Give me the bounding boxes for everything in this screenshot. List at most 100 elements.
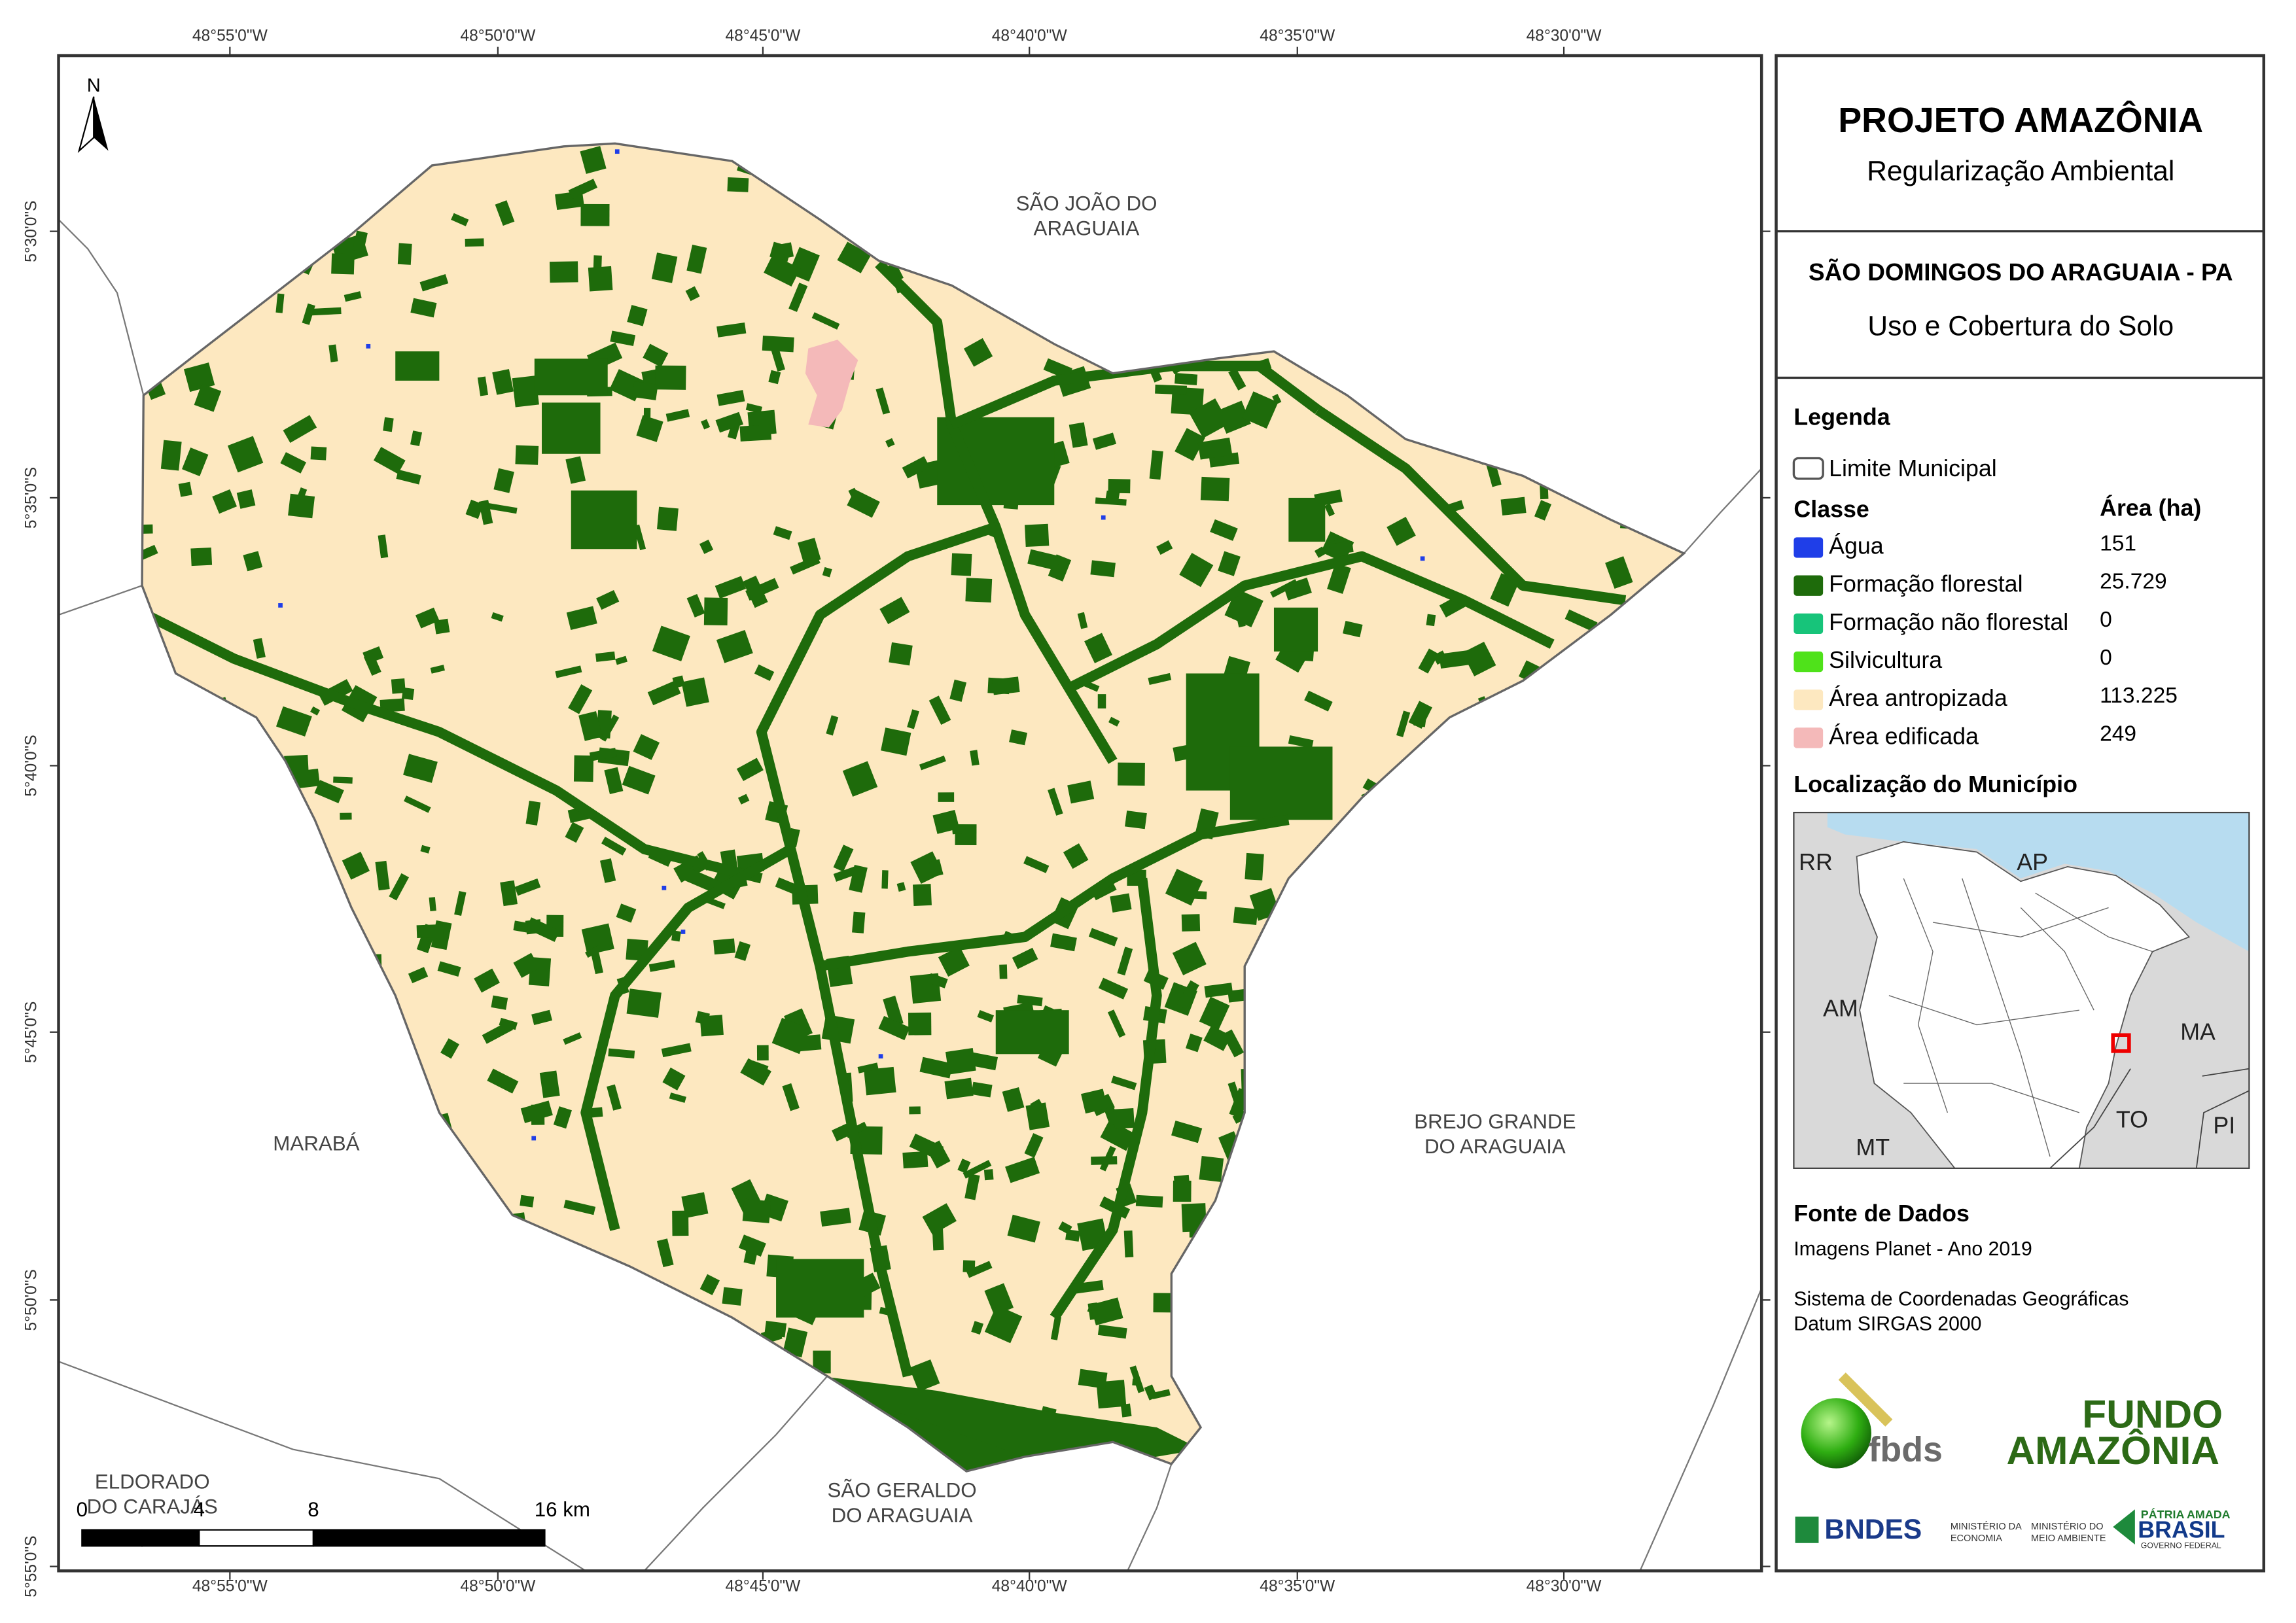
forest-block [571,490,637,550]
forest-patch [1098,977,1129,1000]
forest-corridor [1315,406,1627,606]
lat-label: 5°45'0"S [23,1002,41,1063]
forest-patch [738,1234,766,1257]
lon-label: 48°45'0"W [725,1577,801,1595]
forest-patch [938,946,970,977]
forest-patch [1009,729,1028,746]
forest-block [1288,497,1326,542]
forest-patch [607,1084,622,1111]
forest-patch [615,655,627,665]
forest-patch [822,567,832,578]
forest-patch [1200,476,1230,502]
forest-patch [826,715,839,736]
forest-patch [451,213,469,226]
forest-patch [1077,612,1088,629]
forest-patch [1123,1230,1134,1258]
forest-patch [391,678,406,694]
forest-patch [1396,710,1411,737]
forest-patch [971,1321,984,1335]
forest-patch [1327,563,1351,594]
inset-boundary [1888,995,2079,1026]
place-name: ARAGUAIA [1034,217,1140,240]
forest-patch [1111,1075,1137,1091]
legend-label: Formação florestal [1829,571,2022,597]
lat-label: 5°30'0"S [23,200,41,262]
forest-patch [681,677,709,707]
forest-patch [1048,554,1072,582]
forest-patch [1329,540,1354,555]
forest-patch [1304,690,1333,712]
forest-patch [1090,1297,1123,1326]
forest-patch [328,344,338,362]
forest-corridor [144,610,763,884]
logo-text: BRASIL [2138,1516,2225,1543]
forest-block [776,1259,864,1318]
forest-patch [703,597,728,626]
forest-patch [1120,1403,1132,1418]
state-label: MT [1856,1134,1890,1161]
forest-patch [1174,428,1206,461]
forest-patch [662,1067,686,1091]
forest-patch [599,858,616,883]
forest-patch [699,1274,720,1295]
forest-patch [604,767,624,794]
forest-patch [531,1104,545,1125]
lon-label: 48°50'0"W [460,27,536,44]
forest-patch [684,868,718,893]
water-body [1101,515,1106,520]
ocean [1827,812,2250,952]
forest-patch [1027,549,1061,571]
legend-label: Silvicultura [1829,647,1942,673]
forest-patch [811,312,840,330]
forest-patch [1023,856,1050,873]
forest-patch [288,493,315,519]
forest-patch [648,960,676,972]
forest-patch [487,503,518,514]
state-label: TO [2116,1107,2148,1133]
forest-patch [1135,1195,1163,1208]
side-panel: PROJETO AMAZÔNIA Regularização Ambiental… [1775,54,2266,1573]
forest-patch [883,996,904,1027]
lon-label: 48°35'0"W [1260,1577,1335,1595]
forest-block [542,402,601,454]
forest-patch [408,967,429,984]
forest-patch [701,419,711,430]
forest-patch [608,1048,635,1059]
forest-patch [722,1287,743,1306]
forest-patch [970,750,980,766]
forest-patch [236,489,256,509]
forest-patch [651,253,678,283]
inset-boundary [2049,1068,2131,1169]
forest-patch [1171,1121,1203,1143]
forest-patch [352,230,368,253]
forest-patch [465,238,484,247]
forest-patch [756,1045,769,1061]
map-frame [57,54,1763,1573]
state-label: AM [1823,996,1858,1022]
forest-patch [302,303,315,325]
forest-patch [977,1009,995,1022]
forest-patch [837,241,872,273]
legend-area: 0 [2100,646,2112,670]
forest-patch [373,447,406,474]
legend-area: 249 [2100,722,2136,746]
forest-patch [601,837,627,856]
forest-patch [309,307,342,316]
legend-label: Área antropizada [1829,685,2007,711]
forest-patch [1564,609,1598,633]
forest-patch [553,1106,572,1129]
forest-patch [1228,368,1246,391]
forest-patch [440,1038,459,1059]
forest-patch [927,973,948,988]
forest-patch [363,653,381,676]
forest-patch [833,865,858,882]
forest-patch [1408,701,1432,729]
legend-area: 25.729 [2100,570,2167,594]
forest-patch [932,809,960,834]
theme: Uso e Cobertura do Solo [1867,311,2174,342]
forest-patch [686,593,705,618]
forest-block [820,1376,1025,1472]
forest-patch [745,403,763,414]
forest-patch [415,607,440,629]
